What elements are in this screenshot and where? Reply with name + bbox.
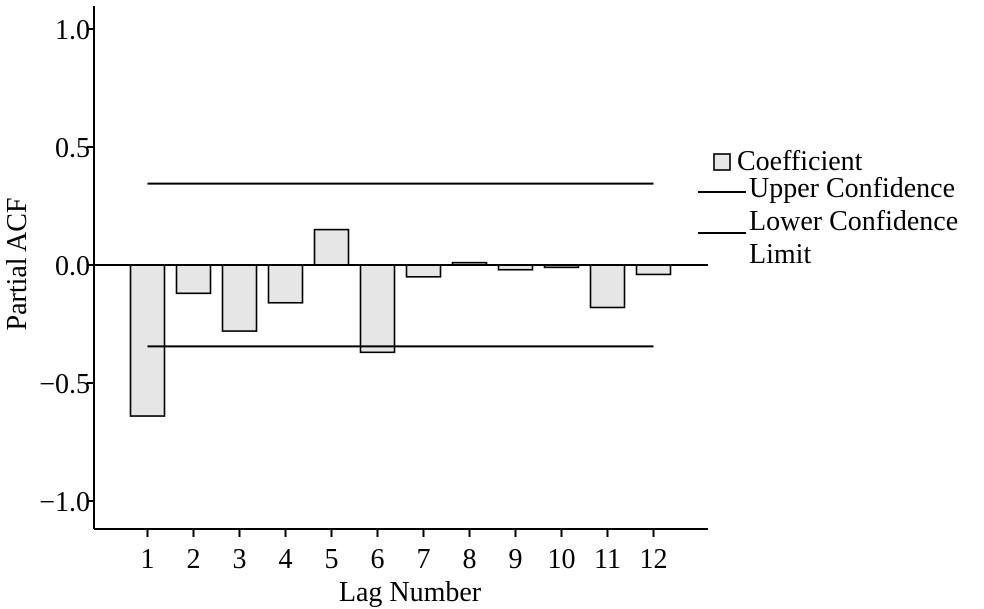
legend-limit-label: Limit xyxy=(749,239,811,270)
x-tick-label: 10 xyxy=(548,544,576,575)
x-tick-label: 9 xyxy=(509,544,523,575)
y-axis-label: Partial ACF xyxy=(2,197,33,330)
legend-coefficient-label: Coefficient xyxy=(737,146,863,177)
bar-lag-6 xyxy=(359,264,396,354)
x-tick-label: 3 xyxy=(233,544,247,575)
x-tick-label: 2 xyxy=(187,544,201,575)
legend-upper-label: Upper Confidence xyxy=(749,173,955,204)
y-tick-label: 0.5 xyxy=(55,133,90,164)
x-tick-label: 4 xyxy=(279,544,293,575)
x-tick-label: 5 xyxy=(325,544,339,575)
bar-lag-5 xyxy=(313,228,350,266)
bar-lag-2 xyxy=(175,264,212,295)
y-tick-label: −1.0 xyxy=(39,487,90,518)
y-tick-label: 1.0 xyxy=(55,15,90,46)
x-tick-label: 6 xyxy=(371,544,385,575)
legend-coefficient-swatch xyxy=(713,153,731,171)
plot-area: 1.00.50.0−0.5−1.01 2 3 4 5 6 7 8 9 10 11 12 xyxy=(39,6,708,575)
bar-lag-7 xyxy=(405,264,442,278)
bar-lag-12 xyxy=(635,264,672,276)
x-axis-label: Lag Number xyxy=(339,577,482,608)
x-tick-label: 8 xyxy=(463,544,477,575)
bar-lag-4 xyxy=(267,264,304,304)
bar-lag-1 xyxy=(129,264,166,417)
legend-lower-label: Lower Confidence xyxy=(749,206,958,237)
x-tick-label: 7 xyxy=(417,544,431,575)
bar-lag-3 xyxy=(221,264,258,332)
y-tick-label: 0.0 xyxy=(55,251,90,282)
x-tick-label: 12 xyxy=(640,544,668,575)
bar-lag-11 xyxy=(589,264,626,309)
y-tick-label: −0.5 xyxy=(39,369,90,400)
x-tick-label: 1 xyxy=(141,544,155,575)
x-tick-label: 11 xyxy=(594,544,621,575)
